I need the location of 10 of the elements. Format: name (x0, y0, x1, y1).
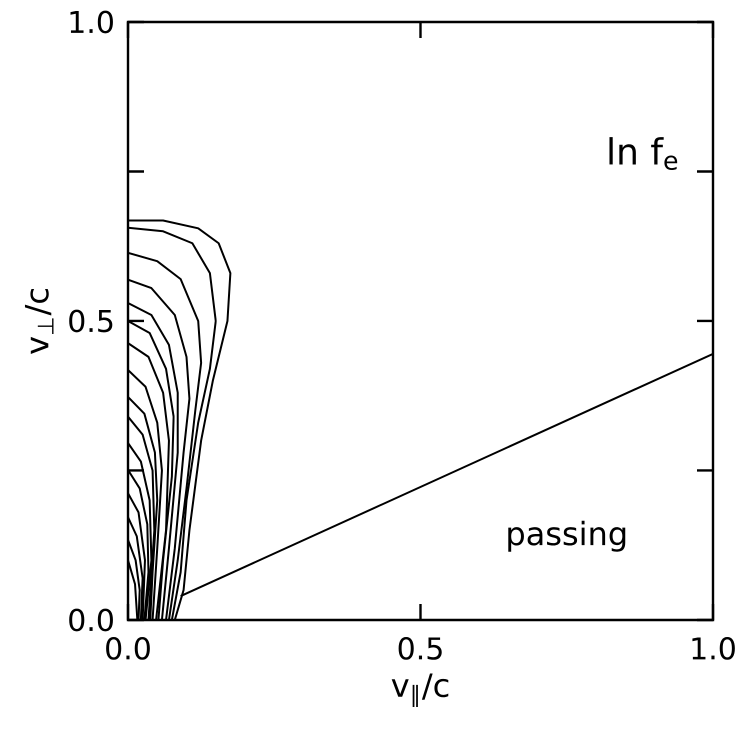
x-tick-label: 1.0 (692, 637, 735, 660)
y-tick-label: 0.5 (69, 310, 112, 332)
x-tick-label: 0.0 (106, 637, 150, 660)
x-tick-label: 0.5 (398, 637, 442, 660)
y-tick-label: 1.0 (70, 10, 113, 34)
y-tick-label: 0.0 (69, 608, 113, 632)
x-axis-title: v$_{∥}$/c (392, 673, 448, 707)
annotation: passing (508, 520, 626, 552)
y-axis-title: v$_{⊥}$/c (24, 289, 54, 354)
annotation: ln f$_{e}$ (609, 137, 678, 170)
